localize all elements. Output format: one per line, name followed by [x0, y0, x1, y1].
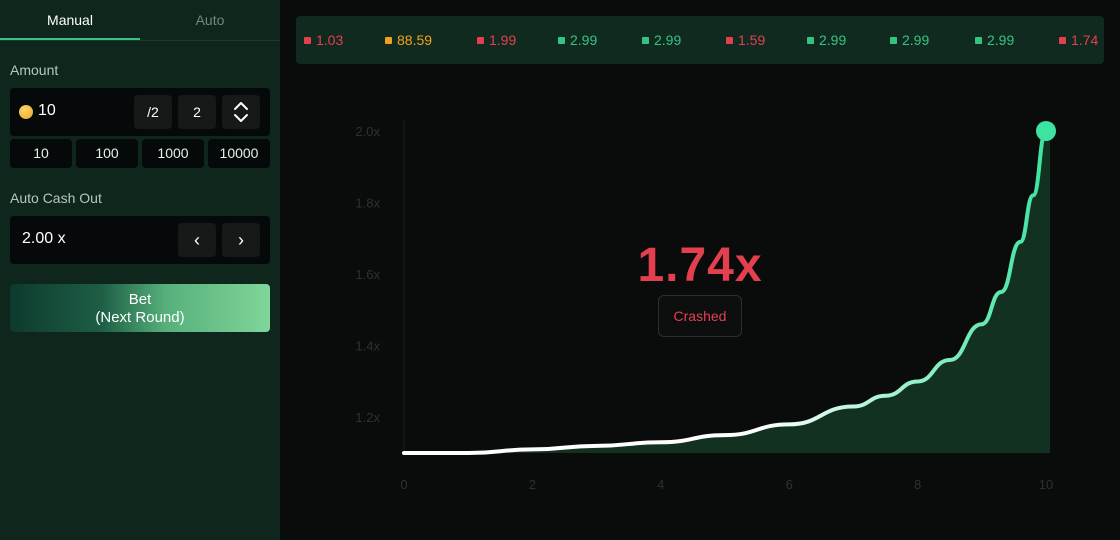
quick-amount-button[interactable]: 100 [76, 139, 138, 168]
curve-area [404, 131, 1050, 453]
status-dot [726, 37, 733, 44]
double-amount-button[interactable]: 2 [178, 95, 216, 129]
decrease-cash-out-button[interactable]: ‹ [178, 223, 216, 257]
auto-cash-out-field: 2.00 x ‹ › [10, 216, 270, 264]
tab-auto[interactable]: Auto [195, 12, 225, 28]
tab-manual[interactable]: Manual [47, 12, 93, 28]
x-tick-label: 4 [657, 477, 664, 492]
y-tick-label: 1.6x [355, 267, 380, 282]
chevron-up-down-icon [234, 102, 248, 122]
chevron-right-icon: › [238, 230, 244, 250]
crash-history-bar: 1.03 88.59 1.99 2.99 2.99 1.59 2.99 2.99… [296, 16, 1104, 64]
history-value: 2.99 [987, 32, 1015, 48]
history-item[interactable]: 1.74 [1059, 32, 1098, 48]
x-tick-label: 6 [786, 477, 793, 492]
history-value: 1.59 [738, 32, 766, 48]
history-item[interactable]: 2.99 [975, 32, 1014, 48]
bet-button[interactable]: Bet (Next Round) [10, 284, 270, 332]
y-tick-label: 2.0x [355, 124, 380, 139]
y-tick-label: 1.2x [355, 410, 380, 425]
multiplier-chart: 0 2 4 6 8 10 1.2x 1.4x 1.6x 1.8x 2.0x [280, 64, 1120, 540]
history-item[interactable]: 1.59 [726, 32, 765, 48]
y-tick-label: 1.4x [355, 339, 380, 354]
auto-cash-out-input[interactable]: 2.00 x [22, 230, 66, 247]
multiplier-chart-svg: 0 2 4 6 8 10 1.2x 1.4x 1.6x 1.8x 2.0x [355, 120, 1056, 492]
mode-tabs: Manual Auto [0, 0, 280, 41]
y-tick-label: 1.8x [355, 196, 380, 211]
history-value: 2.99 [819, 32, 847, 48]
status-dot [975, 37, 982, 44]
amount-field: 10 /2 2 [10, 88, 270, 136]
amount-stepper-button[interactable] [222, 95, 260, 129]
history-item[interactable]: 88.59 [385, 32, 432, 48]
active-tab-indicator [0, 38, 140, 40]
status-dot [558, 37, 565, 44]
history-item[interactable]: 2.99 [558, 32, 597, 48]
quick-amount-button[interactable]: 1000 [142, 139, 204, 168]
history-value: 1.03 [316, 32, 344, 48]
amount-label: Amount [10, 62, 59, 78]
x-tick-label: 0 [400, 477, 407, 492]
bet-button-sublabel: (Next Round) [95, 309, 185, 326]
status-dot [890, 37, 897, 44]
history-value: 88.59 [397, 32, 433, 48]
history-value: 1.99 [489, 32, 517, 48]
auto-cash-out-label: Auto Cash Out [10, 190, 102, 206]
status-dot [477, 37, 484, 44]
status-dot [642, 37, 649, 44]
x-tick-label: 8 [914, 477, 921, 492]
status-dot [807, 37, 814, 44]
history-value: 2.99 [570, 32, 598, 48]
history-item[interactable]: 2.99 [890, 32, 929, 48]
history-item[interactable]: 2.99 [807, 32, 846, 48]
status-dot [304, 37, 311, 44]
quick-amount-button[interactable]: 10000 [208, 139, 270, 168]
crash-multiplier: 1.74x [637, 239, 763, 292]
status-dot [1059, 37, 1066, 44]
history-item[interactable]: 1.03 [304, 32, 343, 48]
bet-sidebar: Manual Auto Amount 10 /2 2 10 100 1000 1… [0, 0, 280, 540]
amount-input[interactable]: 10 [38, 102, 56, 119]
coin-icon [19, 105, 33, 119]
history-value: 2.99 [902, 32, 930, 48]
bet-button-label: Bet [128, 291, 152, 308]
chevron-left-icon: ‹ [194, 230, 200, 250]
increase-cash-out-button[interactable]: › [222, 223, 260, 257]
x-tick-label: 2 [529, 477, 536, 492]
half-amount-button[interactable]: /2 [134, 95, 172, 129]
x-tick-label: 10 [1039, 477, 1053, 492]
round-status-badge: Crashed [658, 295, 742, 337]
multiplier-curve [402, 129, 1048, 456]
history-item[interactable]: 2.99 [642, 32, 681, 48]
history-value: 2.99 [654, 32, 682, 48]
quick-amount-button[interactable]: 10 [10, 139, 72, 168]
status-dot [385, 37, 392, 44]
history-item[interactable]: 1.99 [477, 32, 516, 48]
history-value: 1.74 [1071, 32, 1099, 48]
curve-endpoint-marker [1036, 121, 1056, 141]
